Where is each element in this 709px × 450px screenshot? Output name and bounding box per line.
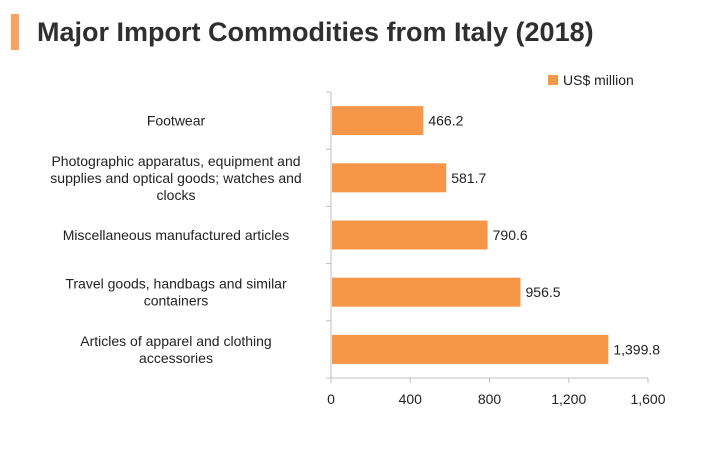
x-tick-label: 0 [327, 391, 335, 407]
bar [332, 220, 488, 250]
title-accent-bar [11, 14, 19, 50]
data-label: 1,399.8 [613, 341, 660, 357]
category-label: Travel goods, handbags and similar contai… [65, 276, 287, 309]
legend: US$ million [548, 72, 634, 88]
category-label-line: Travel goods, handbags and similar [65, 276, 287, 292]
category-label-line: containers [144, 293, 209, 309]
legend-swatch [548, 75, 558, 85]
bar [332, 106, 424, 136]
x-tick-label: 1,600 [630, 391, 665, 407]
data-label: 466.2 [428, 113, 463, 129]
x-tick-label: 800 [478, 391, 502, 407]
category-label: Photographic apparatus, equipment and sup… [50, 153, 301, 203]
bar [332, 334, 609, 364]
data-label: 790.6 [493, 227, 528, 243]
category-label-line: Footwear [147, 113, 206, 129]
category-label-line: Articles of apparel and clothing [80, 333, 271, 349]
category-label-line: clocks [157, 187, 196, 203]
category-label: Miscellaneous manufactured articles [63, 227, 289, 243]
x-tick-label: 400 [399, 391, 423, 407]
category-label: Footwear [147, 113, 206, 129]
category-label: Articles of apparel and clothing accessor… [80, 333, 271, 366]
bar [332, 277, 521, 307]
chart-title: Major Import Commodities from Italy (201… [37, 17, 594, 47]
data-label: 581.7 [451, 170, 486, 186]
category-label-line: Photographic apparatus, equipment and [51, 153, 300, 169]
data-label: 956.5 [526, 284, 561, 300]
x-tick-label: 1,200 [551, 391, 586, 407]
category-label-line: accessories [139, 350, 213, 366]
legend-label: US$ million [563, 72, 634, 88]
bar [332, 163, 447, 193]
category-label-line: supplies and optical goods; watches and [50, 170, 301, 186]
category-label-line: Miscellaneous manufactured articles [63, 227, 289, 243]
